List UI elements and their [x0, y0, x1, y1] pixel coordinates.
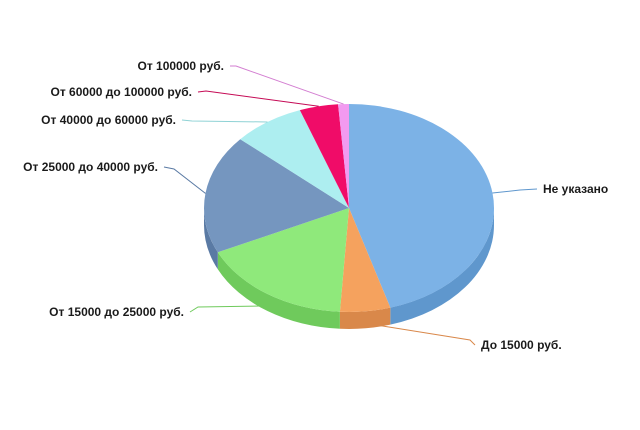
leader-line-ot-100000-rub: [230, 65, 344, 105]
pie-slice-ne-ukazano: [349, 104, 495, 308]
slice-label-ne-ukazano: Не указано: [543, 182, 608, 196]
pie-slice-side-ot-15000-do-25000-rub: [217, 252, 340, 329]
leader-line-ne-ukazano: [492, 188, 538, 194]
pie-slice-ot-60000-do-100000-rub: [299, 104, 349, 208]
pie-slice-side-do-15000-rub: [339, 307, 391, 329]
leader-line-ot-25000-do-40000-rub: [163, 166, 206, 194]
slice-label-ot-40000-do-60000-rub: От 40000 до 60000 руб.: [41, 113, 176, 127]
pie-slice-side-ne-ukazano: [390, 208, 494, 325]
pie-slice-ot-100000-rub: [338, 104, 349, 208]
pie-slice-ot-25000-do-40000-rub: [204, 139, 349, 253]
slice-label-do-15000-rub: До 15000 руб.: [481, 338, 562, 352]
leader-line-ot-60000-do-100000-rub: [197, 90, 319, 107]
pie-slice-ot-40000-do-60000-rub: [240, 110, 349, 208]
leader-line-ot-15000-do-25000-rub: [189, 305, 268, 313]
leader-line-ot-40000-do-60000-rub: [181, 119, 268, 123]
slice-label-ot-60000-do-100000-rub: От 60000 до 100000 руб.: [51, 85, 193, 99]
slice-label-ot-100000-rub: От 100000 руб.: [137, 59, 224, 73]
pie-slice-ot-15000-do-25000-rub: [217, 208, 349, 312]
slice-label-ot-25000-do-40000-rub: От 25000 до 40000 руб.: [23, 160, 158, 174]
pie-slice-do-15000-rub: [339, 208, 391, 312]
slice-label-ot-15000-do-25000-rub: От 15000 до 25000 руб.: [49, 305, 184, 319]
leader-line-do-15000-rub: [365, 322, 476, 346]
pie-slice-side-ot-25000-do-40000-rub: [204, 208, 218, 270]
